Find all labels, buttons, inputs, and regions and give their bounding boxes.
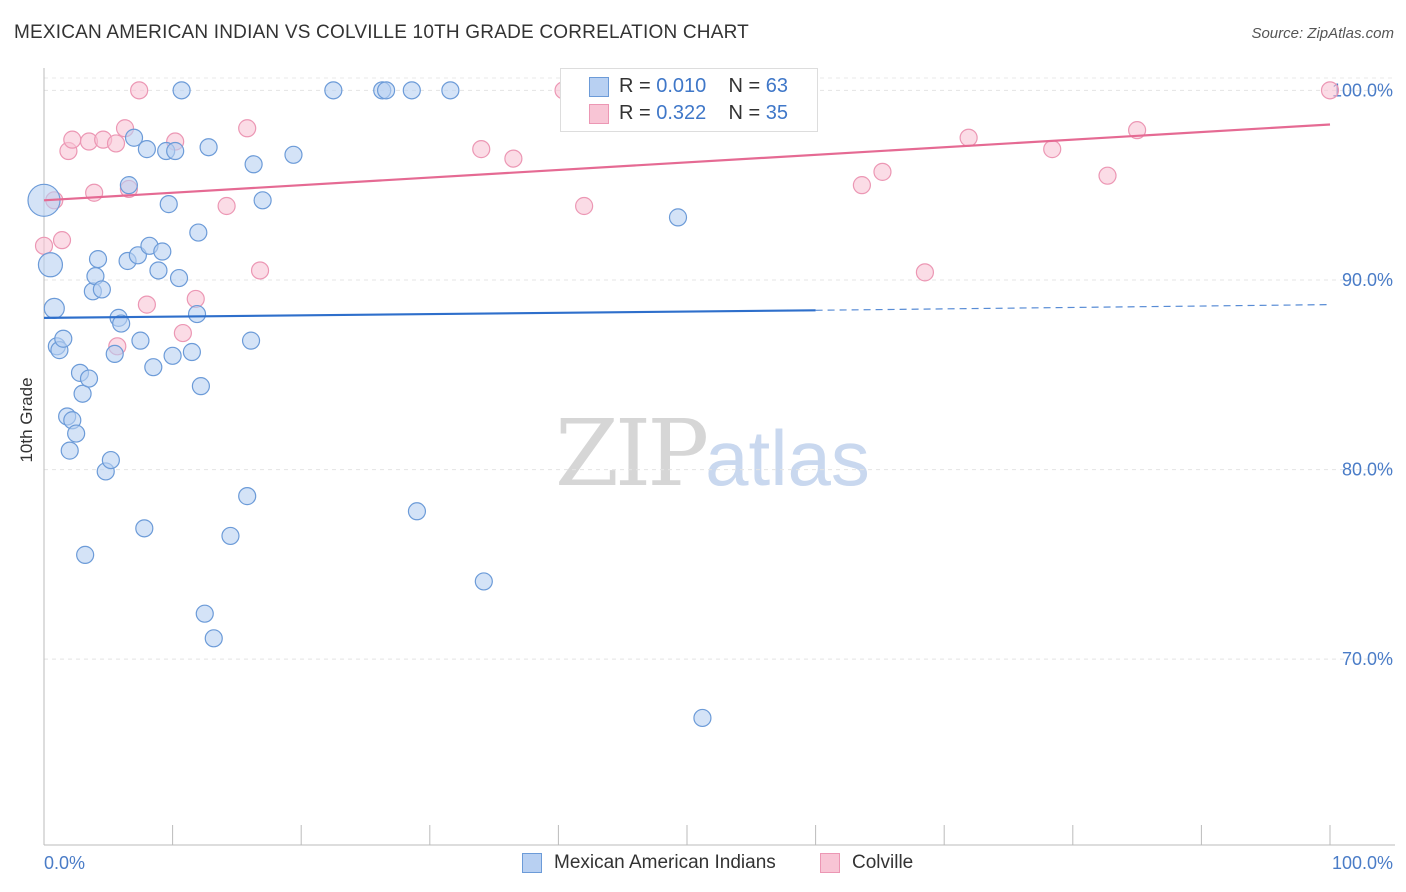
point-mexican-american-indians [167, 143, 184, 160]
point-colville [64, 131, 81, 148]
point-mexican-american-indians [150, 262, 167, 279]
point-colville [505, 150, 522, 167]
point-colville [960, 129, 977, 146]
point-mexican-american-indians [173, 82, 190, 99]
point-mexican-american-indians [132, 332, 149, 349]
point-mexican-american-indians [183, 344, 200, 361]
point-colville [252, 262, 269, 279]
point-mexican-american-indians [171, 270, 188, 287]
point-mexican-american-indians [325, 82, 342, 99]
point-colville [36, 237, 53, 254]
legend-row-text: R = 0.322 N = 35 [619, 102, 788, 125]
y-tick-label: 90.0% [1342, 270, 1393, 290]
point-mexican-american-indians [102, 452, 119, 469]
point-mexican-american-indians [378, 82, 395, 99]
legend-n-label: N = [729, 102, 766, 124]
point-colville [1322, 82, 1339, 99]
point-mexican-american-indians [154, 243, 171, 260]
point-mexican-american-indians [254, 192, 271, 209]
point-colville [187, 290, 204, 307]
legend-r-value: 0.010 [656, 75, 706, 97]
legend-n-value: 63 [766, 75, 788, 97]
point-mexican-american-indians [442, 82, 459, 99]
point-colville [138, 296, 155, 313]
legend-row-text: R = 0.010 N = 63 [619, 75, 788, 98]
point-mexican-american-indians [120, 177, 137, 194]
stats-legend: R = 0.010 N = 63 R = 0.322 N = 35 [560, 68, 818, 132]
point-mexican-american-indians [222, 527, 239, 544]
legend-n-label: N = [729, 75, 766, 97]
legend-n-value: 35 [766, 102, 788, 124]
point-mexican-american-indians [145, 359, 162, 376]
point-mexican-american-indians [106, 345, 123, 362]
legend-r-label: R = [619, 75, 656, 97]
y-tick-label: 80.0% [1342, 460, 1393, 480]
point-mexican-american-indians [239, 488, 256, 505]
point-mexican-american-indians [38, 253, 62, 277]
trend-line-colville [44, 124, 1330, 200]
point-mexican-american-indians [694, 709, 711, 726]
point-colville [108, 135, 125, 152]
point-mexican-american-indians [55, 330, 72, 347]
point-mexican-american-indians [68, 425, 85, 442]
point-mexican-american-indians [285, 146, 302, 163]
trend-line-extension-mexican-american-indians [816, 305, 1330, 311]
point-colville [853, 177, 870, 194]
point-colville [239, 120, 256, 137]
point-mexican-american-indians [205, 630, 222, 647]
point-mexican-american-indians [669, 209, 686, 226]
point-mexican-american-indians [190, 224, 207, 241]
point-mexican-american-indians [200, 139, 217, 156]
point-mexican-american-indians [196, 605, 213, 622]
y-tick-label: 100.0% [1332, 80, 1393, 100]
point-colville [218, 198, 235, 215]
bottom-legend-swatch-blue [522, 853, 542, 873]
x-tick-label-max: 100.0% [1332, 853, 1393, 873]
point-colville [131, 82, 148, 99]
point-colville [1044, 141, 1061, 158]
legend-swatch-pink [589, 104, 609, 124]
point-mexican-american-indians [189, 306, 206, 323]
trend-line-mexican-american-indians [44, 310, 816, 318]
point-mexican-american-indians [475, 573, 492, 590]
point-colville [916, 264, 933, 281]
bottom-legend-label: Mexican American Indians [554, 852, 776, 874]
point-colville [174, 325, 191, 342]
point-colville [874, 163, 891, 180]
point-colville [1099, 167, 1116, 184]
scatter-chart: 70.0% 80.0% 90.0% 100.0% 0.0% 100.0% [0, 0, 1406, 892]
point-mexican-american-indians [160, 196, 177, 213]
point-mexican-american-indians [164, 347, 181, 364]
point-mexican-american-indians [245, 156, 262, 173]
point-mexican-american-indians [90, 251, 107, 268]
x-tick-label-min: 0.0% [44, 853, 85, 873]
point-mexican-american-indians [74, 385, 91, 402]
point-mexican-american-indians [61, 442, 78, 459]
point-colville [54, 232, 71, 249]
point-mexican-american-indians [192, 378, 209, 395]
point-mexican-american-indians [136, 520, 153, 537]
legend-r-label: R = [619, 102, 656, 124]
legend-r-value: 0.322 [656, 102, 706, 124]
y-tick-label: 70.0% [1342, 649, 1393, 669]
point-mexican-american-indians [403, 82, 420, 99]
point-mexican-american-indians [138, 141, 155, 158]
point-mexican-american-indians [93, 281, 110, 298]
point-mexican-american-indians [44, 298, 64, 318]
point-mexican-american-indians [408, 503, 425, 520]
point-mexican-american-indians [243, 332, 260, 349]
legend-swatch-blue [589, 77, 609, 97]
point-colville [576, 198, 593, 215]
point-colville [473, 141, 490, 158]
y-axis-label: 10th Grade [17, 365, 37, 475]
point-mexican-american-indians [77, 546, 94, 563]
bottom-legend-label: Colville [852, 852, 913, 874]
bottom-legend-swatch-pink [820, 853, 840, 873]
point-mexican-american-indians [81, 370, 98, 387]
